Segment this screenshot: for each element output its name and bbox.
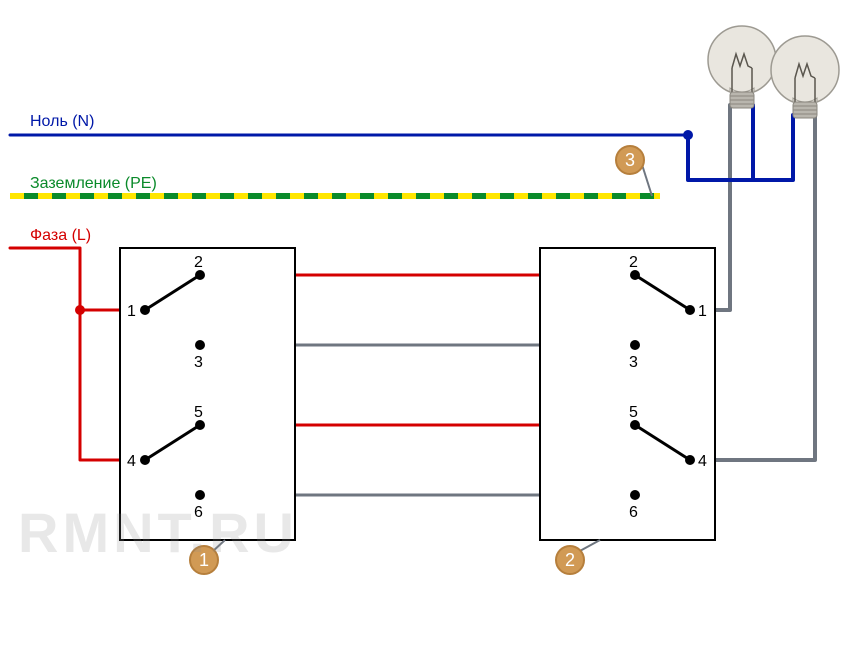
terminal-left-4: [140, 455, 150, 465]
label-phase: Фаза (L): [30, 227, 91, 245]
terminal-label-left-2: 2: [194, 254, 203, 271]
switch-box-left: [120, 248, 295, 540]
terminal-label-left-4: 4: [127, 453, 136, 470]
terminal-right-5: [630, 420, 640, 430]
terminal-left-1: [140, 305, 150, 315]
terminal-right-4: [685, 455, 695, 465]
terminal-label-right-5: 5: [629, 404, 638, 421]
terminal-left-5: [195, 420, 205, 430]
terminal-label-right-6: 6: [629, 504, 638, 521]
terminal-right-2: [630, 270, 640, 280]
terminal-label-right-3: 3: [629, 354, 638, 371]
wiring-diagram: 1 2 3 4 5 6 1 2 3 4 5 6 1 2 3: [0, 0, 850, 652]
terminal-left-2: [195, 270, 205, 280]
terminal-label-right-2: 2: [629, 254, 638, 271]
callout-number-2: 2: [565, 550, 575, 570]
junction-node: [683, 130, 693, 140]
terminal-left-6: [195, 490, 205, 500]
switch-box-right: [540, 248, 715, 540]
junction-node: [75, 305, 85, 315]
terminal-label-left-5: 5: [194, 404, 203, 421]
terminal-right-1: [685, 305, 695, 315]
callout-number-1: 1: [199, 550, 209, 570]
neutral-to-bulb2-wire: [753, 115, 793, 180]
neutral-to-bulb1-wire: [688, 105, 753, 180]
terminal-label-right-4: 4: [698, 453, 707, 470]
label-neutral: Ноль (N): [30, 113, 94, 131]
label-ground: Заземление (PE): [30, 175, 157, 193]
terminal-label-right-1: 1: [698, 303, 707, 320]
terminal-label-left-3: 3: [194, 354, 203, 371]
callout-number-3: 3: [625, 150, 635, 170]
terminal-right-6: [630, 490, 640, 500]
light-bulb-1: [708, 26, 776, 108]
terminal-right-3: [630, 340, 640, 350]
terminal-label-left-6: 6: [194, 504, 203, 521]
terminal-label-left-1: 1: [127, 303, 136, 320]
terminal-left-3: [195, 340, 205, 350]
light-bulb-2: [771, 36, 839, 118]
